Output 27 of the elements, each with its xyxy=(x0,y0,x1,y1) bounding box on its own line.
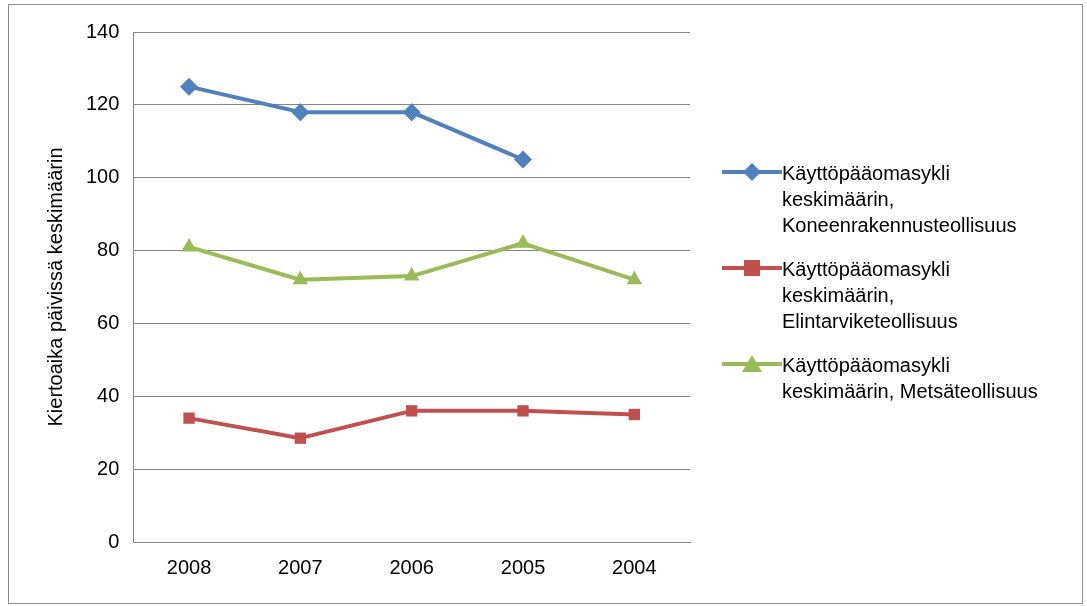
point xyxy=(183,412,195,424)
y-axis-title: Kiertoaika päivissä keskimäärin xyxy=(43,147,66,427)
point xyxy=(291,103,310,122)
point xyxy=(517,405,529,417)
x-tick-label: 2006 xyxy=(389,555,434,578)
y-tick-label: 140 xyxy=(85,19,120,42)
x-tick-label: 2005 xyxy=(500,555,546,578)
legend-label: Käyttöpääomasykli keskimäärin, Metsäteollisuus xyxy=(782,353,1039,404)
point xyxy=(402,103,421,122)
y-tick-label: 80 xyxy=(97,238,120,261)
y-tick-label: 20 xyxy=(97,456,120,479)
point xyxy=(406,405,418,417)
y-tick-label: 40 xyxy=(97,383,120,406)
point xyxy=(403,267,420,281)
point xyxy=(294,432,307,444)
y-tick-label: 0 xyxy=(108,529,120,552)
x-tick-label: 2004 xyxy=(612,555,657,578)
point xyxy=(180,77,199,96)
point xyxy=(628,408,640,421)
legend-label: Käyttöpääomasykli keskimäärin, Elintarviketeollisuus xyxy=(782,257,959,334)
y-tick-label: 100 xyxy=(85,165,120,188)
legend-label: Käyttöpääomasykli keskimäärin, Koneenrakennusteollisuus xyxy=(782,161,1018,238)
point xyxy=(514,150,533,169)
y-tick-label: 60 xyxy=(97,310,120,333)
x-tick-label: 2007 xyxy=(278,555,323,578)
x-tick-label: 2008 xyxy=(166,555,212,578)
y-tick-label: 120 xyxy=(85,92,120,115)
